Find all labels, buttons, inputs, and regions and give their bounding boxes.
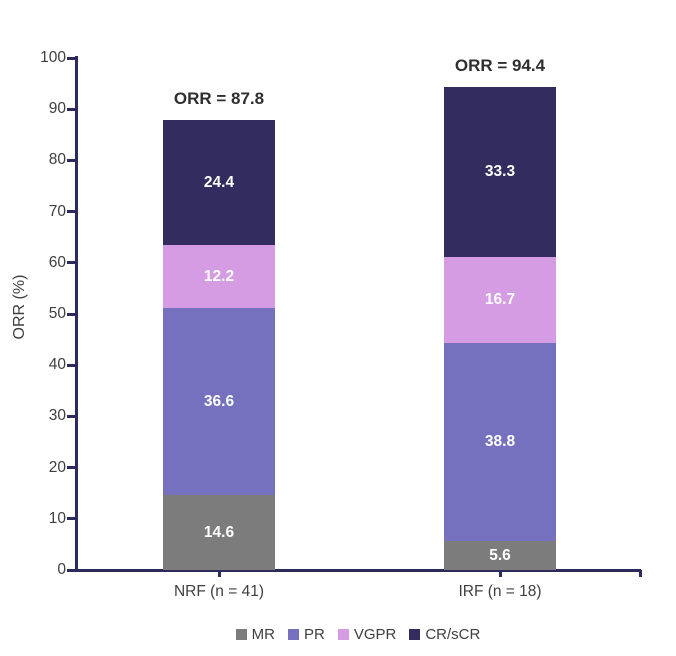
- stacked-bar: 33.3 16.7 38.8 5.6: [444, 86, 556, 570]
- y-tick-mark: [67, 414, 75, 418]
- bar-segment: 36.6: [163, 307, 275, 496]
- y-tick-label: 20: [48, 458, 66, 476]
- legend-swatch-icon: [287, 629, 299, 640]
- legend-label: VGPR: [353, 626, 397, 643]
- y-tick-label: 0: [57, 561, 66, 578]
- y-tick-label: 30: [48, 407, 66, 425]
- bar-segment-value: 36.6: [203, 392, 235, 410]
- y-tick-mark: [67, 568, 75, 572]
- y-tick-label: 70: [48, 202, 66, 220]
- category-label: IRF (n = 18): [458, 583, 542, 600]
- legend-item: PR: [287, 626, 325, 643]
- bar-segment: 33.3: [444, 86, 556, 258]
- bar-segment: 5.6: [444, 541, 556, 570]
- bar-segment-value: 14.6: [203, 523, 235, 541]
- y-tick-mark: [67, 363, 75, 367]
- y-tick-mark: [67, 158, 75, 162]
- legend-item: CR/sCR: [409, 626, 480, 643]
- y-tick-mark: [67, 107, 75, 111]
- bar-segment-value: 33.3: [484, 162, 516, 180]
- y-tick-label: 60: [48, 253, 66, 271]
- legend-swatch-icon: [337, 629, 349, 640]
- y-tick-mark: [67, 517, 75, 521]
- y-tick-label: 80: [48, 151, 66, 169]
- legend-label: MR: [251, 626, 275, 643]
- y-tick-label: 40: [48, 356, 66, 374]
- y-tick-mark: [67, 56, 75, 60]
- legend-swatch-icon: [409, 629, 421, 640]
- y-tick-mark: [67, 210, 75, 214]
- legend-swatch-icon: [235, 629, 247, 640]
- category-label: NRF (n = 41): [173, 583, 264, 600]
- bar-segment: 24.4: [163, 120, 275, 246]
- y-tick-label: 90: [48, 100, 66, 118]
- orr-total-label: ORR = 94.4: [454, 55, 546, 75]
- x-tick-mark: [498, 570, 502, 577]
- bar-segment: 16.7: [444, 257, 556, 343]
- bar-segment: 38.8: [444, 342, 556, 542]
- legend-item: MR: [235, 626, 275, 643]
- y-tick-mark: [67, 466, 75, 470]
- legend: MR PR VGPR CR/sCR: [75, 626, 641, 643]
- stacked-bar: 24.4 12.2 36.6 14.6: [163, 120, 275, 570]
- bar-segment-value: 24.4: [203, 173, 235, 191]
- y-tick-label: 10: [48, 509, 66, 527]
- orr-total-label: ORR = 87.8: [173, 89, 265, 109]
- legend-label: PR: [303, 626, 325, 643]
- legend-item: VGPR: [337, 626, 397, 643]
- bar-segment-value: 12.2: [203, 267, 235, 285]
- y-tick-mark: [67, 261, 75, 265]
- y-tick-label: 50: [48, 305, 66, 322]
- y-tick-mark: [67, 312, 75, 316]
- bar-segment-value: 38.8: [484, 432, 516, 450]
- bar-segment: 14.6: [163, 495, 275, 570]
- x-axis-line: [75, 569, 641, 572]
- y-tick-label: 100: [40, 49, 66, 66]
- bar-segment: 12.2: [163, 245, 275, 308]
- bar-segment-value: 5.6: [489, 546, 511, 564]
- legend-label: CR/sCR: [425, 626, 481, 643]
- x-tick-mark: [638, 570, 642, 577]
- y-axis-line: [75, 56, 78, 572]
- bar-segment-value: 16.7: [484, 290, 516, 308]
- x-tick-mark: [217, 570, 221, 577]
